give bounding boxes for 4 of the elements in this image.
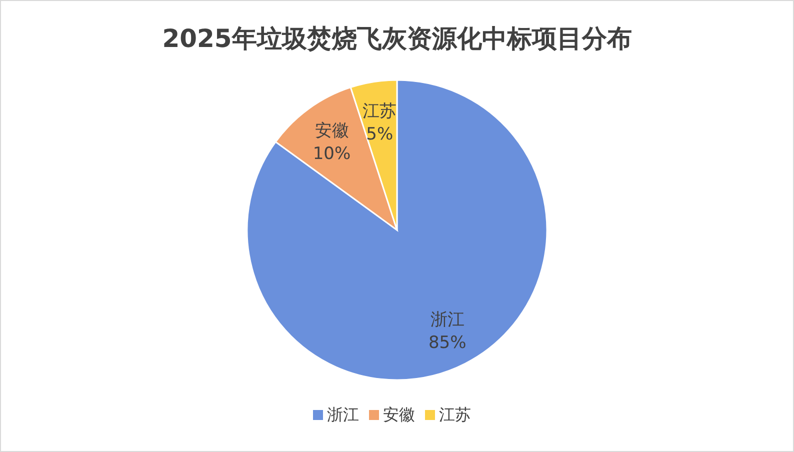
chart-title: 2025年垃圾焚烧飞灰资源化中标项目分布 (162, 24, 632, 53)
legend-label: 江苏 (439, 405, 471, 424)
legend-label: 浙江 (327, 405, 359, 424)
legend-label: 安徽 (383, 405, 415, 424)
